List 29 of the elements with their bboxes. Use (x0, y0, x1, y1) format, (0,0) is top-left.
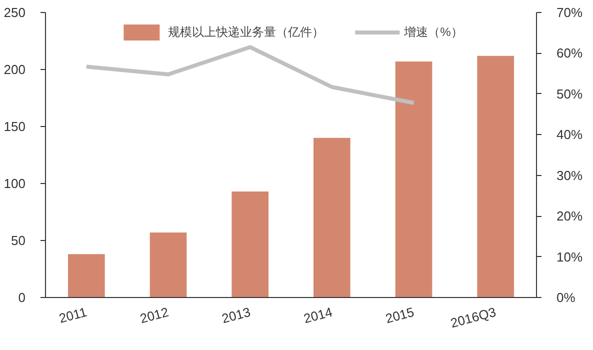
x-tick-label: 2012 (138, 304, 170, 326)
x-tick-label: 2016Q3 (448, 304, 498, 331)
x-tick-label: 2013 (220, 304, 252, 326)
bar (150, 232, 187, 298)
y2-tick-label: 10% (556, 249, 583, 264)
x-tick-label: 2011 (57, 304, 88, 326)
y2-tick-label: 20% (556, 208, 583, 224)
y-tick-label: 250 (4, 5, 26, 20)
y-tick-label: 200 (4, 62, 26, 77)
x-tick-label: 2015 (384, 304, 416, 326)
y-tick-label: 100 (4, 176, 26, 191)
bar (232, 191, 268, 298)
legend-label: 增速（%） (404, 24, 463, 40)
x-tick-label: 2014 (302, 304, 334, 326)
y2-tick-label: 60% (556, 46, 583, 61)
bar (395, 62, 432, 298)
line-series (84, 45, 416, 105)
y-tick-label: 150 (4, 119, 26, 134)
bar (477, 56, 514, 298)
bar (314, 138, 350, 298)
y-tick-label: 50 (11, 233, 26, 248)
legend-label: 规模以上快递业务量（亿件） (168, 24, 324, 40)
bar (68, 254, 105, 298)
y2-tick-label: 0% (556, 290, 576, 305)
y2-tick-label: 70% (556, 5, 583, 20)
y2-tick-label: 30% (556, 168, 583, 183)
y2-tick-label: 40% (556, 127, 583, 142)
y2-tick-label: 50% (556, 86, 583, 102)
y-tick-label: 0 (18, 290, 26, 305)
